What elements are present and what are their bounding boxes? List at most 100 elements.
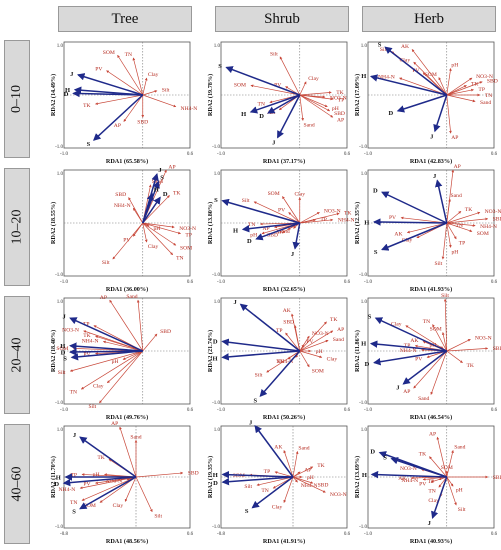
env-label: PV — [83, 352, 90, 358]
y-axis-label: RDA2 (18.55%) — [50, 202, 57, 244]
env-arrow — [122, 350, 143, 360]
env-arrow — [95, 94, 143, 105]
y-axis-label: RDA2 (11.70%) — [50, 456, 57, 498]
x-tick-left: -1.0 — [364, 532, 372, 537]
x-tick-left: -1.0 — [217, 152, 225, 157]
env-arrow — [253, 201, 300, 224]
env-label: Sand — [418, 396, 429, 402]
env-label: NO3-N — [485, 209, 501, 215]
y-tick-top: 1.0 — [214, 300, 221, 305]
x-axis-label: RDA1 (41.91%) — [263, 538, 305, 545]
env-label: Silt — [458, 507, 466, 513]
env-label: Silt — [154, 513, 162, 519]
env-label: SBD — [115, 192, 126, 198]
env-arrow — [299, 94, 334, 101]
env-arrow — [299, 94, 331, 112]
env-label: SBD — [283, 320, 294, 326]
species-arrow — [225, 66, 301, 96]
y-tick-top: 1.0 — [361, 172, 368, 177]
species-label: D — [213, 480, 218, 487]
env-arrow — [142, 222, 148, 243]
x-tick-right: 0.6 — [344, 532, 351, 537]
env-label: pH — [316, 349, 323, 355]
env-label: NO3-N — [324, 209, 341, 215]
y-tick-top: 1.0 — [57, 44, 64, 49]
env-label: PV — [274, 82, 281, 88]
y-tick-top: 1.0 — [214, 44, 221, 49]
env-label: TP — [185, 233, 192, 239]
species-label: S — [218, 63, 222, 70]
env-label: TN — [70, 389, 77, 395]
env-arrow — [406, 222, 447, 234]
x-tick-right: 0.6 — [344, 280, 351, 285]
species-arrow — [402, 350, 448, 385]
env-arrow — [106, 350, 143, 384]
env-label: TN — [248, 222, 255, 228]
env-label: AP — [403, 389, 410, 395]
env-label: PV — [306, 339, 313, 345]
y-tick-bottom: -1.0 — [212, 525, 220, 530]
env-label: TN — [456, 223, 463, 229]
env-arrow — [294, 325, 301, 352]
species-label: J — [158, 167, 162, 174]
env-arrow — [446, 476, 454, 487]
env-label: Silt — [380, 47, 388, 53]
env-arrow — [292, 476, 298, 483]
x-tick-left: -1.0 — [60, 152, 68, 157]
species-label: D — [365, 361, 370, 368]
env-label: PV — [389, 215, 396, 221]
env-label: AK — [283, 308, 291, 314]
species-label: S — [160, 174, 164, 181]
env-arrow — [135, 476, 153, 513]
env-arrow — [443, 298, 448, 352]
env-label: Sand — [298, 446, 309, 452]
env-label: SOM — [312, 368, 324, 374]
env-arrow — [299, 350, 310, 368]
env-label: TN — [261, 488, 268, 494]
env-label: NO3-N — [179, 226, 196, 232]
species-label: S — [245, 508, 249, 515]
env-arrow — [446, 81, 483, 96]
env-label: PV — [123, 238, 130, 244]
env-label: Silt — [162, 88, 170, 94]
species-label: J — [249, 419, 253, 426]
env-label: TN — [70, 500, 77, 506]
x-axis-label: RDA1 (42.83%) — [410, 158, 452, 165]
species-label: S — [87, 141, 91, 148]
env-label: NH4-N — [378, 75, 395, 81]
env-arrow — [299, 218, 316, 224]
env-label: NO3-N — [330, 492, 347, 498]
species-arrow — [142, 196, 161, 224]
env-arrow — [119, 426, 137, 478]
row-header-0-10: 0–10 — [4, 40, 30, 158]
env-arrow — [299, 94, 328, 108]
env-arrow — [292, 451, 299, 478]
species-arrow — [255, 222, 301, 241]
env-label: TP — [320, 217, 327, 223]
env-arrow — [446, 88, 474, 96]
env-label: AP — [168, 164, 175, 170]
env-arrow — [446, 198, 451, 224]
species-arrow — [390, 457, 447, 478]
env-label: AP — [454, 164, 461, 170]
species-arrow — [221, 198, 300, 224]
species-label: S — [378, 42, 382, 49]
env-label: TP — [276, 328, 283, 334]
env-arrow — [142, 333, 158, 352]
column-header-shrub: Shrub — [215, 6, 349, 32]
x-tick-left: -0.8 — [60, 532, 68, 537]
env-arrow — [446, 77, 473, 96]
env-label: Silt — [242, 198, 250, 204]
species-arrow — [431, 476, 448, 519]
env-label: Sand — [126, 294, 137, 300]
y-tick-bottom: -1.0 — [55, 145, 63, 150]
env-label: Clay — [400, 57, 411, 63]
species-label: J — [428, 520, 432, 527]
env-label: pH — [451, 249, 458, 255]
env-label: TP — [404, 343, 411, 349]
env-label: pH — [307, 475, 314, 481]
env-label: SOM — [180, 245, 192, 251]
env-label: Silt — [88, 404, 96, 410]
